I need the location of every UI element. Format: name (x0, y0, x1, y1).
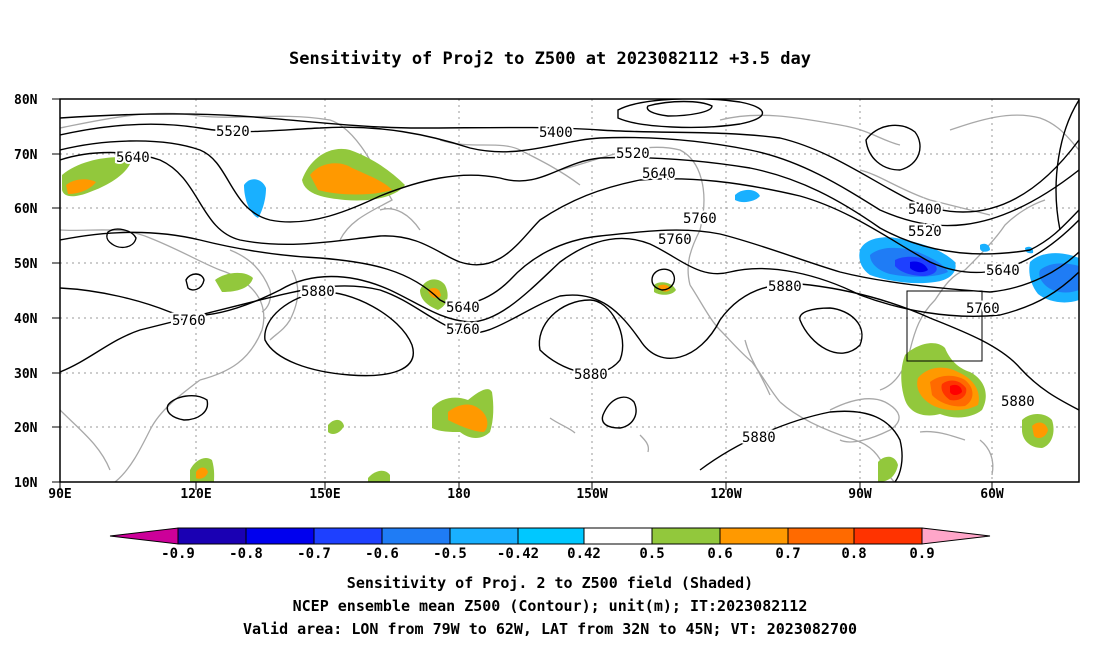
colorbar-swatch (787, 527, 855, 545)
colorbar-label: 0.6 (707, 546, 732, 562)
lat-ticks (52, 98, 60, 483)
colorbar-swatch (313, 527, 383, 545)
valid-area-box (906, 290, 983, 362)
lat-label: 50N (14, 257, 38, 272)
contour-label: 5760 (172, 313, 206, 329)
colorbar-label: 0.8 (841, 546, 866, 562)
lat-label: 10N (14, 476, 38, 491)
contour-label: 5640 (642, 166, 676, 182)
colorbar-swatch (517, 527, 585, 545)
colorbar-swatch (449, 527, 519, 545)
lon-label: 120W (710, 487, 741, 502)
contour-label: 5520 (616, 146, 650, 162)
colorbar-label: 0.42 (567, 546, 601, 562)
lon-label: 90E (48, 487, 71, 502)
map-title: Sensitivity of Proj2 to Z500 at 20230821… (289, 49, 811, 69)
sensitivity-shading (62, 148, 1079, 482)
contour-label: 5880 (574, 367, 608, 383)
colorbar-label: -0.9 (161, 546, 195, 562)
colorbar-label: 0.9 (909, 546, 934, 562)
colorbar-swatch (583, 527, 653, 545)
contour-labels: 5520 5400 5520 5640 5640 5400 5520 5760 … (114, 122, 1037, 448)
colorbar-label: 0.5 (639, 546, 664, 562)
colorbar-label: -0.8 (229, 546, 263, 562)
contour-label: 5520 (908, 224, 942, 240)
caption-line-3: Valid area: LON from 79W to 62W, LAT fro… (242, 620, 858, 638)
z500-contours (60, 99, 1079, 482)
colorbar-label: -0.7 (297, 546, 331, 562)
colorbar-label: -0.42 (497, 546, 539, 562)
coastlines (60, 112, 1079, 482)
colorbar-swatch (245, 527, 315, 545)
contour-label: 5880 (742, 430, 776, 446)
lon-label: 150E (309, 487, 340, 502)
lon-label: 120E (180, 487, 211, 502)
contour-label: 5760 (966, 301, 1000, 317)
contour-label: 5400 (539, 125, 573, 141)
lon-label: 180 (447, 487, 471, 502)
lon-label: 60W (980, 487, 1004, 502)
lat-label: 70N (14, 148, 38, 163)
contour-label: 5880 (768, 279, 802, 295)
colorbar-swatch (651, 527, 721, 545)
caption-line-2: NCEP ensemble mean Z500 (Contour); unit(… (292, 597, 808, 615)
colorbar-label: -0.6 (365, 546, 399, 562)
colorbar-label: 0.7 (775, 546, 800, 562)
colorbar-swatch (177, 527, 247, 545)
colorbar-labels: -0.9 -0.8 -0.7 -0.6 -0.5 -0.42 0.42 0.5 … (161, 546, 935, 562)
lat-label: 30N (14, 367, 38, 382)
lat-label: 60N (14, 202, 38, 217)
contour-label: 5640 (446, 300, 480, 316)
colorbar-left-triangle (109, 527, 179, 545)
lat-label: 20N (14, 421, 38, 436)
lat-label: 80N (14, 93, 38, 108)
contour-label: 5760 (446, 322, 480, 338)
contour-label: 5880 (301, 284, 335, 300)
contour-label: 5640 (116, 150, 150, 166)
colorbar-right-triangle (921, 527, 991, 545)
colorbar-swatch (853, 527, 923, 545)
lat-axis: 80N 70N 60N 50N 40N 30N 20N 10N (14, 93, 38, 491)
contour-label: 5400 (908, 202, 942, 218)
contour-label: 5880 (1001, 394, 1035, 410)
colorbar-swatch (381, 527, 451, 545)
contour-label: 5640 (986, 263, 1020, 279)
contour-label: 5760 (658, 232, 692, 248)
colorbar-swatch (719, 527, 789, 545)
contour-label: 5520 (216, 124, 250, 140)
lon-label: 150W (576, 487, 607, 502)
colorbar (109, 527, 991, 545)
caption-line-1: Sensitivity of Proj. 2 to Z500 field (Sh… (346, 574, 754, 592)
lon-axis: 90E 120E 150E 180 150W 120W 90W 60W (48, 487, 1004, 502)
colorbar-label: -0.5 (433, 546, 467, 562)
lat-label: 40N (14, 312, 38, 327)
contour-label: 5760 (683, 211, 717, 227)
lon-ticks (59, 482, 993, 490)
map-frame (59, 98, 1080, 483)
lon-label: 90W (848, 487, 872, 502)
